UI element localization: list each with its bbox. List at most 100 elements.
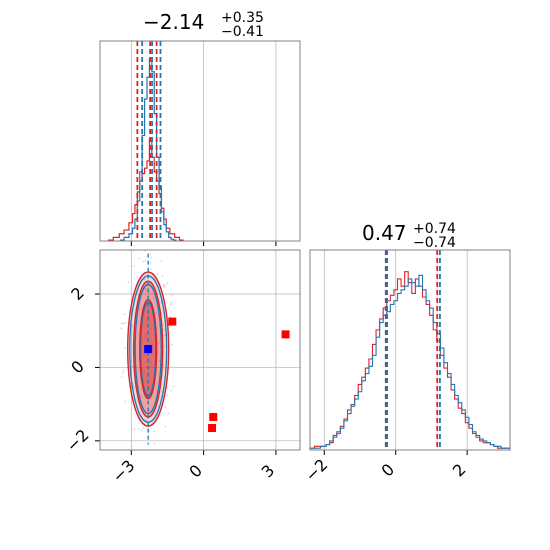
scatter-point <box>142 260 144 263</box>
scatter-point <box>133 428 136 430</box>
scatter-point <box>133 385 135 388</box>
scatter-point <box>158 324 160 326</box>
title-param2-value: 0.47 <box>362 221 407 245</box>
histogram-series-a <box>309 274 511 450</box>
hist-panel-param2: −2 0 2 <box>301 249 511 485</box>
scatter-point <box>146 385 149 387</box>
scatter-point <box>160 260 163 262</box>
title-param1: −2.14 <box>143 10 204 34</box>
scatter-point <box>150 256 153 259</box>
scatter-point <box>130 417 133 420</box>
scatter-point <box>164 406 167 408</box>
y-tick-label: 0 <box>67 357 88 378</box>
scatter-point <box>123 313 126 316</box>
scatter-point <box>149 261 152 264</box>
scatter-point <box>153 430 155 433</box>
scatter-point <box>138 428 140 430</box>
hist-panel-param1 <box>99 40 301 246</box>
scatter-point <box>163 285 165 288</box>
y-tick-label: −2 <box>63 425 93 455</box>
scatter-point <box>120 376 123 379</box>
x-tick-label: 2 <box>449 460 470 481</box>
title-param2-sub: −0.74 <box>413 235 456 251</box>
scatter-point <box>150 362 152 364</box>
scatter-point <box>143 353 145 356</box>
scatter-point <box>170 294 173 297</box>
scatter-point <box>149 253 151 255</box>
scatter-point <box>122 322 125 325</box>
scatter-point <box>141 347 143 350</box>
scatter-point <box>163 328 165 331</box>
title-param1-value: −2.14 <box>143 10 204 34</box>
title-param1-sub: −0.41 <box>221 24 264 40</box>
scatter-point <box>158 342 160 344</box>
scatter-point <box>148 429 151 432</box>
scatter-point <box>132 365 134 367</box>
scatter-point <box>158 360 161 362</box>
scatter-point <box>170 303 173 306</box>
scatter-point <box>138 257 140 260</box>
scatter-point <box>153 442 156 445</box>
title-param1-sup: +0.35 <box>221 10 264 26</box>
scatter-point <box>164 334 166 337</box>
scatter-point <box>150 341 153 343</box>
marker-square <box>209 412 218 421</box>
scatter-point <box>122 369 125 372</box>
scatter-point <box>164 425 167 428</box>
scatter-point <box>166 386 169 389</box>
panel-frame <box>309 249 511 451</box>
histogram-series-a <box>119 58 177 241</box>
title-param2-sup: +0.74 <box>413 221 456 237</box>
scatter-point <box>143 371 145 374</box>
scatter-point <box>150 268 152 271</box>
marker-square <box>208 423 217 432</box>
title-param2: 0.47 <box>362 221 407 245</box>
scatter-point <box>149 293 151 296</box>
scatter-point <box>133 386 135 389</box>
truth-marker <box>144 345 153 354</box>
scatter-point <box>143 278 146 281</box>
scatter-point <box>171 343 174 346</box>
scatter-point <box>144 288 147 291</box>
scatter-point <box>157 327 159 330</box>
histogram-series-b <box>309 271 511 450</box>
scatter-point <box>121 322 123 325</box>
scatter-point <box>127 281 130 284</box>
y-tick-label: 2 <box>67 283 88 304</box>
contour-series-b <box>127 271 170 427</box>
scatter-point <box>124 347 126 349</box>
scatter-point <box>137 293 140 296</box>
x-tick-label: 0 <box>378 460 399 481</box>
scatter-point <box>172 385 175 388</box>
scatter-point <box>131 325 134 327</box>
scatter-point <box>143 336 146 339</box>
scatter-point <box>170 301 173 304</box>
scatter-point <box>142 427 145 430</box>
scatter-point <box>162 324 165 327</box>
panel-frame <box>99 40 301 242</box>
marker-square <box>281 330 290 339</box>
scatter-point <box>167 412 170 415</box>
scatter-point <box>145 418 147 421</box>
scatter-point <box>161 275 163 277</box>
scatter-point <box>166 394 168 397</box>
scatter-point <box>138 422 140 424</box>
scatter-point <box>144 260 146 262</box>
histogram-series-b <box>107 138 184 241</box>
scatter-point <box>145 333 147 336</box>
scatter-point <box>163 345 166 348</box>
scatter-point <box>164 284 167 287</box>
panel-frame <box>99 249 301 451</box>
scatter-point <box>120 327 123 330</box>
scatter-point <box>156 273 159 275</box>
scatter-point <box>169 315 172 318</box>
scatter-point <box>163 283 165 286</box>
x-tick-label: −2 <box>301 455 331 485</box>
scatter-point <box>133 265 135 267</box>
scatter-point <box>124 400 126 403</box>
x-tick-label: 0 <box>185 461 206 482</box>
scatter-point <box>141 429 143 432</box>
scatter-point <box>153 296 155 299</box>
scatter-point <box>156 312 158 314</box>
